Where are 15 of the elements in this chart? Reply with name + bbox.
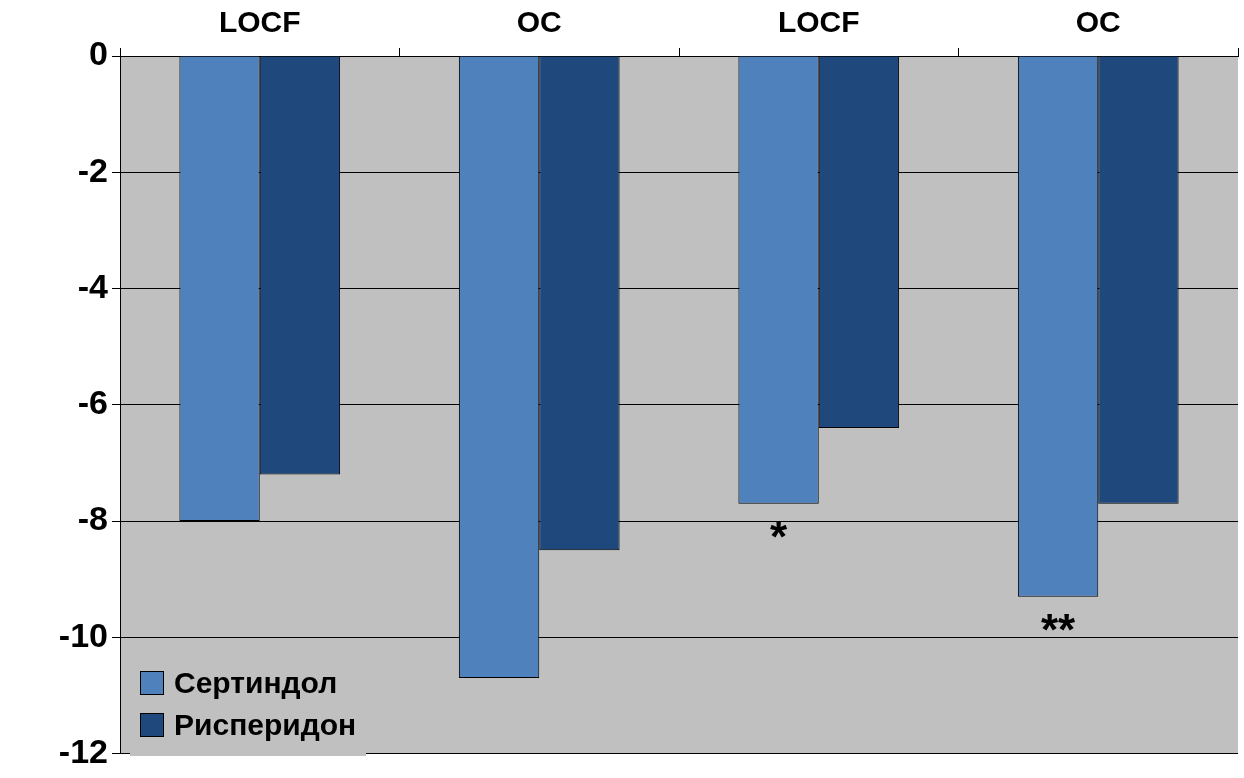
y-tick-label: -6 [77,383,108,422]
annotation: * [770,511,789,561]
y-tick-label: -4 [77,266,109,305]
x-tick-label: OC [516,5,562,39]
y-tick-label: -12 [58,731,108,770]
annotation: ** [1040,604,1077,654]
x-tick-label: LOCF [218,5,301,39]
legend-label: Рисперидон [174,708,357,742]
y-tick-label: -10 [58,615,108,654]
y-tick-label: 0 [89,34,108,73]
y-tick-label: -8 [77,499,108,538]
legend-label: Сертиндол [174,666,338,700]
x-tick-label: OC [1075,5,1121,39]
x-tick-label: LOCF [777,5,860,39]
y-tick-label: -2 [77,150,108,189]
